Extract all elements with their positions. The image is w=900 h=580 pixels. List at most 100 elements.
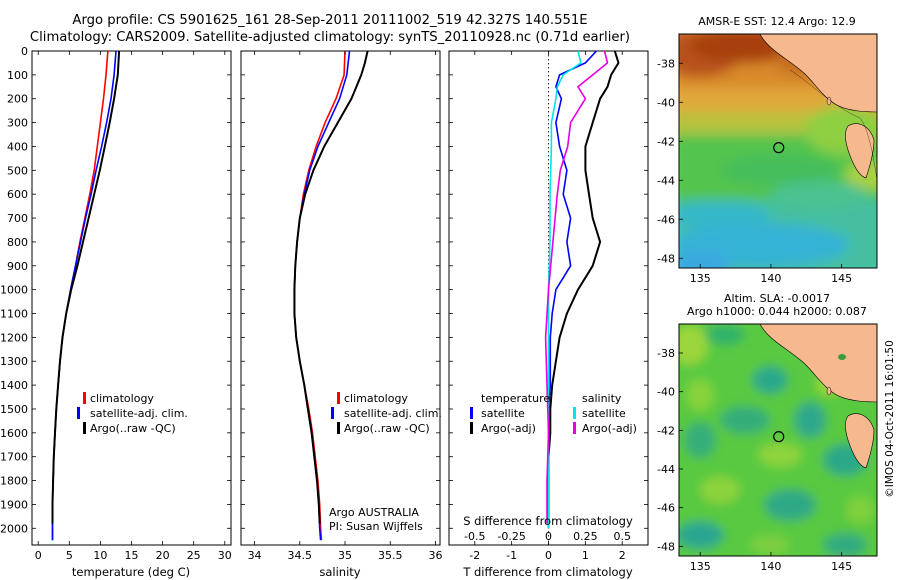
- header-line-2: Climatology: CARS2009. Satellite-adjuste…: [29, 30, 631, 45]
- x-tick-label: -2: [469, 549, 480, 562]
- y-tick-label: 500: [7, 164, 28, 177]
- x-tick-label: 2: [619, 549, 626, 562]
- legend-swatch-argo: [83, 422, 86, 434]
- x-tick-label: 30: [218, 549, 232, 562]
- map-x-tick-label: 135: [690, 272, 711, 285]
- y-tick-label: 2000: [0, 522, 28, 535]
- y-tick-label: 1000: [0, 284, 28, 297]
- y-tick-label: 1800: [0, 475, 28, 488]
- map-x-tick-label: 140: [760, 272, 781, 285]
- map-y-tick-label: -38: [657, 347, 675, 360]
- map-y-tick-label: -42: [657, 424, 675, 437]
- legend-label-argo: Argo(..raw -QC): [90, 422, 176, 435]
- legend-swatch-t-satellite: [470, 407, 473, 419]
- y-tick-label: 1600: [0, 427, 28, 440]
- difference-xlabel-t: T difference from climatology: [462, 565, 633, 579]
- y-tick-label: 400: [7, 140, 28, 153]
- legend-swatch-argo: [337, 422, 340, 434]
- difference-legend: temperature salinity satellite Argo(-adj…: [470, 392, 637, 435]
- y-tick-label: 1900: [0, 498, 28, 511]
- legend-swatch-satellite: [77, 407, 80, 419]
- legend-label-argo: Argo(..raw -QC): [344, 422, 430, 435]
- difference-xlabel-s: S difference from climatology: [463, 514, 633, 528]
- s-tick-label: 0.5: [613, 530, 631, 543]
- temperature-panel: 0 5 10 15 20 25 30: [31, 50, 232, 562]
- argo-position-marker: [773, 431, 785, 443]
- header-line-1: Argo profile: CS 5901625_161 28-Sep-2011…: [72, 13, 588, 28]
- map-x-tick-label: 140: [760, 560, 781, 573]
- x-tick-label: 34.5: [288, 549, 313, 562]
- legend-label-satellite: satellite-adj. clim.: [90, 407, 188, 420]
- y-tick-label: 1200: [0, 331, 28, 344]
- map-y-tick-label: -40: [657, 386, 675, 399]
- y-tick-label: 600: [7, 188, 28, 201]
- x-tick-label: 0: [35, 549, 42, 562]
- map-y-tick-label: -44: [657, 463, 675, 476]
- legend-swatch-s-argo: [573, 422, 576, 434]
- y-tick-label: 1300: [0, 355, 28, 368]
- legend-label-t-satellite: satellite: [481, 407, 525, 420]
- map-y-tick-label: -46: [657, 213, 675, 226]
- timestamp-stamp: ©IMOS 04-Oct-2011 16:01:50: [884, 340, 896, 498]
- sst-map: 135 140 145 -38 -40 -42 -44 -46 -48: [657, 33, 878, 285]
- legend-swatch-climatology: [83, 392, 86, 404]
- sla-map: 135 140 145 -38 -40 -42 -44 -46 -48: [657, 323, 878, 573]
- series-line-argo: [547, 50, 620, 524]
- map-x-tick-label: 135: [690, 560, 711, 573]
- legend-label-t-argo: Argo(-adj): [481, 422, 536, 435]
- legend-label-satellite: satellite-adj. clim.: [344, 407, 442, 420]
- legend-header-temperature: temperature: [481, 392, 550, 405]
- legend-header-salinity: salinity: [582, 392, 622, 405]
- x-tick-label: 35.5: [378, 549, 403, 562]
- map-y-tick-label: -40: [657, 96, 675, 109]
- series-line-s_argo: [544, 50, 609, 524]
- y-tick-label: 1100: [0, 308, 28, 321]
- salinity-legend: climatology satellite-adj. clim. Argo(..…: [329, 392, 442, 533]
- map-x-tick-label: 145: [831, 272, 852, 285]
- salinity-xlabel: salinity: [319, 565, 360, 579]
- map-x-tick-label: 145: [831, 560, 852, 573]
- series-line-argo: [293, 50, 369, 524]
- y-tick-label: 900: [7, 260, 28, 273]
- s-tick-label: 0: [545, 530, 552, 543]
- temperature-legend: climatology satellite-adj. clim. Argo(..…: [77, 392, 188, 435]
- x-tick-label: -1: [506, 549, 517, 562]
- map-y-tick-label: -48: [657, 540, 675, 553]
- y-tick-label: 1700: [0, 451, 28, 464]
- depth-axis: 0 100 200 300 400 500 600 700 800 900 1000 1100 1200…: [0, 45, 648, 535]
- legend-label-s-satellite: satellite: [582, 407, 626, 420]
- legend-label-climatology: climatology: [344, 392, 408, 405]
- legend-swatch-s-satellite: [573, 407, 576, 419]
- y-tick-label: 1500: [0, 403, 28, 416]
- legend-swatch-climatology: [337, 392, 340, 404]
- x-tick-label: 0: [545, 549, 552, 562]
- y-tick-label: 800: [7, 236, 28, 249]
- legend-swatch-t-argo: [470, 422, 473, 434]
- x-tick-label: 36: [428, 549, 442, 562]
- temperature-xlabel: temperature (deg C): [72, 565, 190, 579]
- legend-swatch-satellite: [331, 407, 334, 419]
- legend-label-climatology: climatology: [90, 392, 154, 405]
- s-tick-label: -0.5: [464, 530, 485, 543]
- y-tick-label: 1400: [0, 379, 28, 392]
- x-tick-label: 25: [187, 549, 201, 562]
- x-tick-label: 34: [248, 549, 262, 562]
- map-y-tick-label: -46: [657, 502, 675, 515]
- y-tick-label: 700: [7, 212, 28, 225]
- map-y-tick-label: -48: [657, 252, 675, 265]
- sla-map-title-2: Argo h1000: 0.044 h2000: 0.087: [687, 305, 867, 318]
- legend-label-s-argo: Argo(-adj): [582, 422, 637, 435]
- x-tick-label: 35: [338, 549, 352, 562]
- s-tick-label: 0.25: [573, 530, 598, 543]
- map-y-tick-label: -42: [657, 135, 675, 148]
- x-tick-label: 20: [156, 549, 170, 562]
- y-tick-label: 100: [7, 69, 28, 82]
- x-tick-label: 15: [125, 549, 139, 562]
- argo-position-marker: [773, 142, 785, 154]
- sst-map-title: AMSR-E SST: 12.4 Argo: 12.9: [698, 15, 856, 28]
- x-tick-label: 10: [93, 549, 107, 562]
- annotation-line-1: Argo AUSTRALIA: [329, 506, 419, 519]
- x-tick-label: 1: [582, 549, 589, 562]
- x-tick-label: 5: [66, 549, 73, 562]
